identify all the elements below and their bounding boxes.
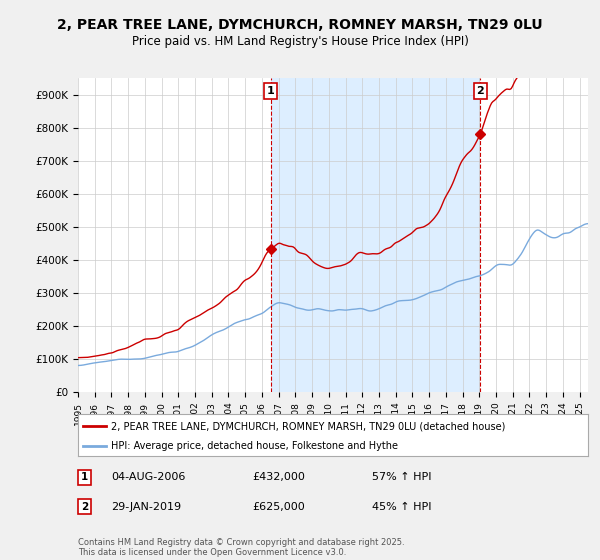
Text: Contains HM Land Registry data © Crown copyright and database right 2025.
This d: Contains HM Land Registry data © Crown c… (78, 538, 404, 557)
Text: 57% ↑ HPI: 57% ↑ HPI (372, 472, 431, 482)
Text: 1: 1 (81, 472, 88, 482)
Text: 2: 2 (81, 502, 88, 512)
Text: 2, PEAR TREE LANE, DYMCHURCH, ROMNEY MARSH, TN29 0LU (detached house): 2, PEAR TREE LANE, DYMCHURCH, ROMNEY MAR… (111, 421, 506, 431)
Text: Price paid vs. HM Land Registry's House Price Index (HPI): Price paid vs. HM Land Registry's House … (131, 35, 469, 49)
Text: 2, PEAR TREE LANE, DYMCHURCH, ROMNEY MARSH, TN29 0LU: 2, PEAR TREE LANE, DYMCHURCH, ROMNEY MAR… (57, 18, 543, 32)
Text: HPI: Average price, detached house, Folkestone and Hythe: HPI: Average price, detached house, Folk… (111, 441, 398, 451)
Text: 2: 2 (476, 86, 484, 96)
Text: 29-JAN-2019: 29-JAN-2019 (111, 502, 181, 512)
Bar (271, 78, 481, 392)
Text: 1: 1 (267, 86, 275, 96)
Text: £625,000: £625,000 (252, 502, 305, 512)
Text: 45% ↑ HPI: 45% ↑ HPI (372, 502, 431, 512)
Text: 04-AUG-2006: 04-AUG-2006 (111, 472, 185, 482)
Text: £432,000: £432,000 (252, 472, 305, 482)
